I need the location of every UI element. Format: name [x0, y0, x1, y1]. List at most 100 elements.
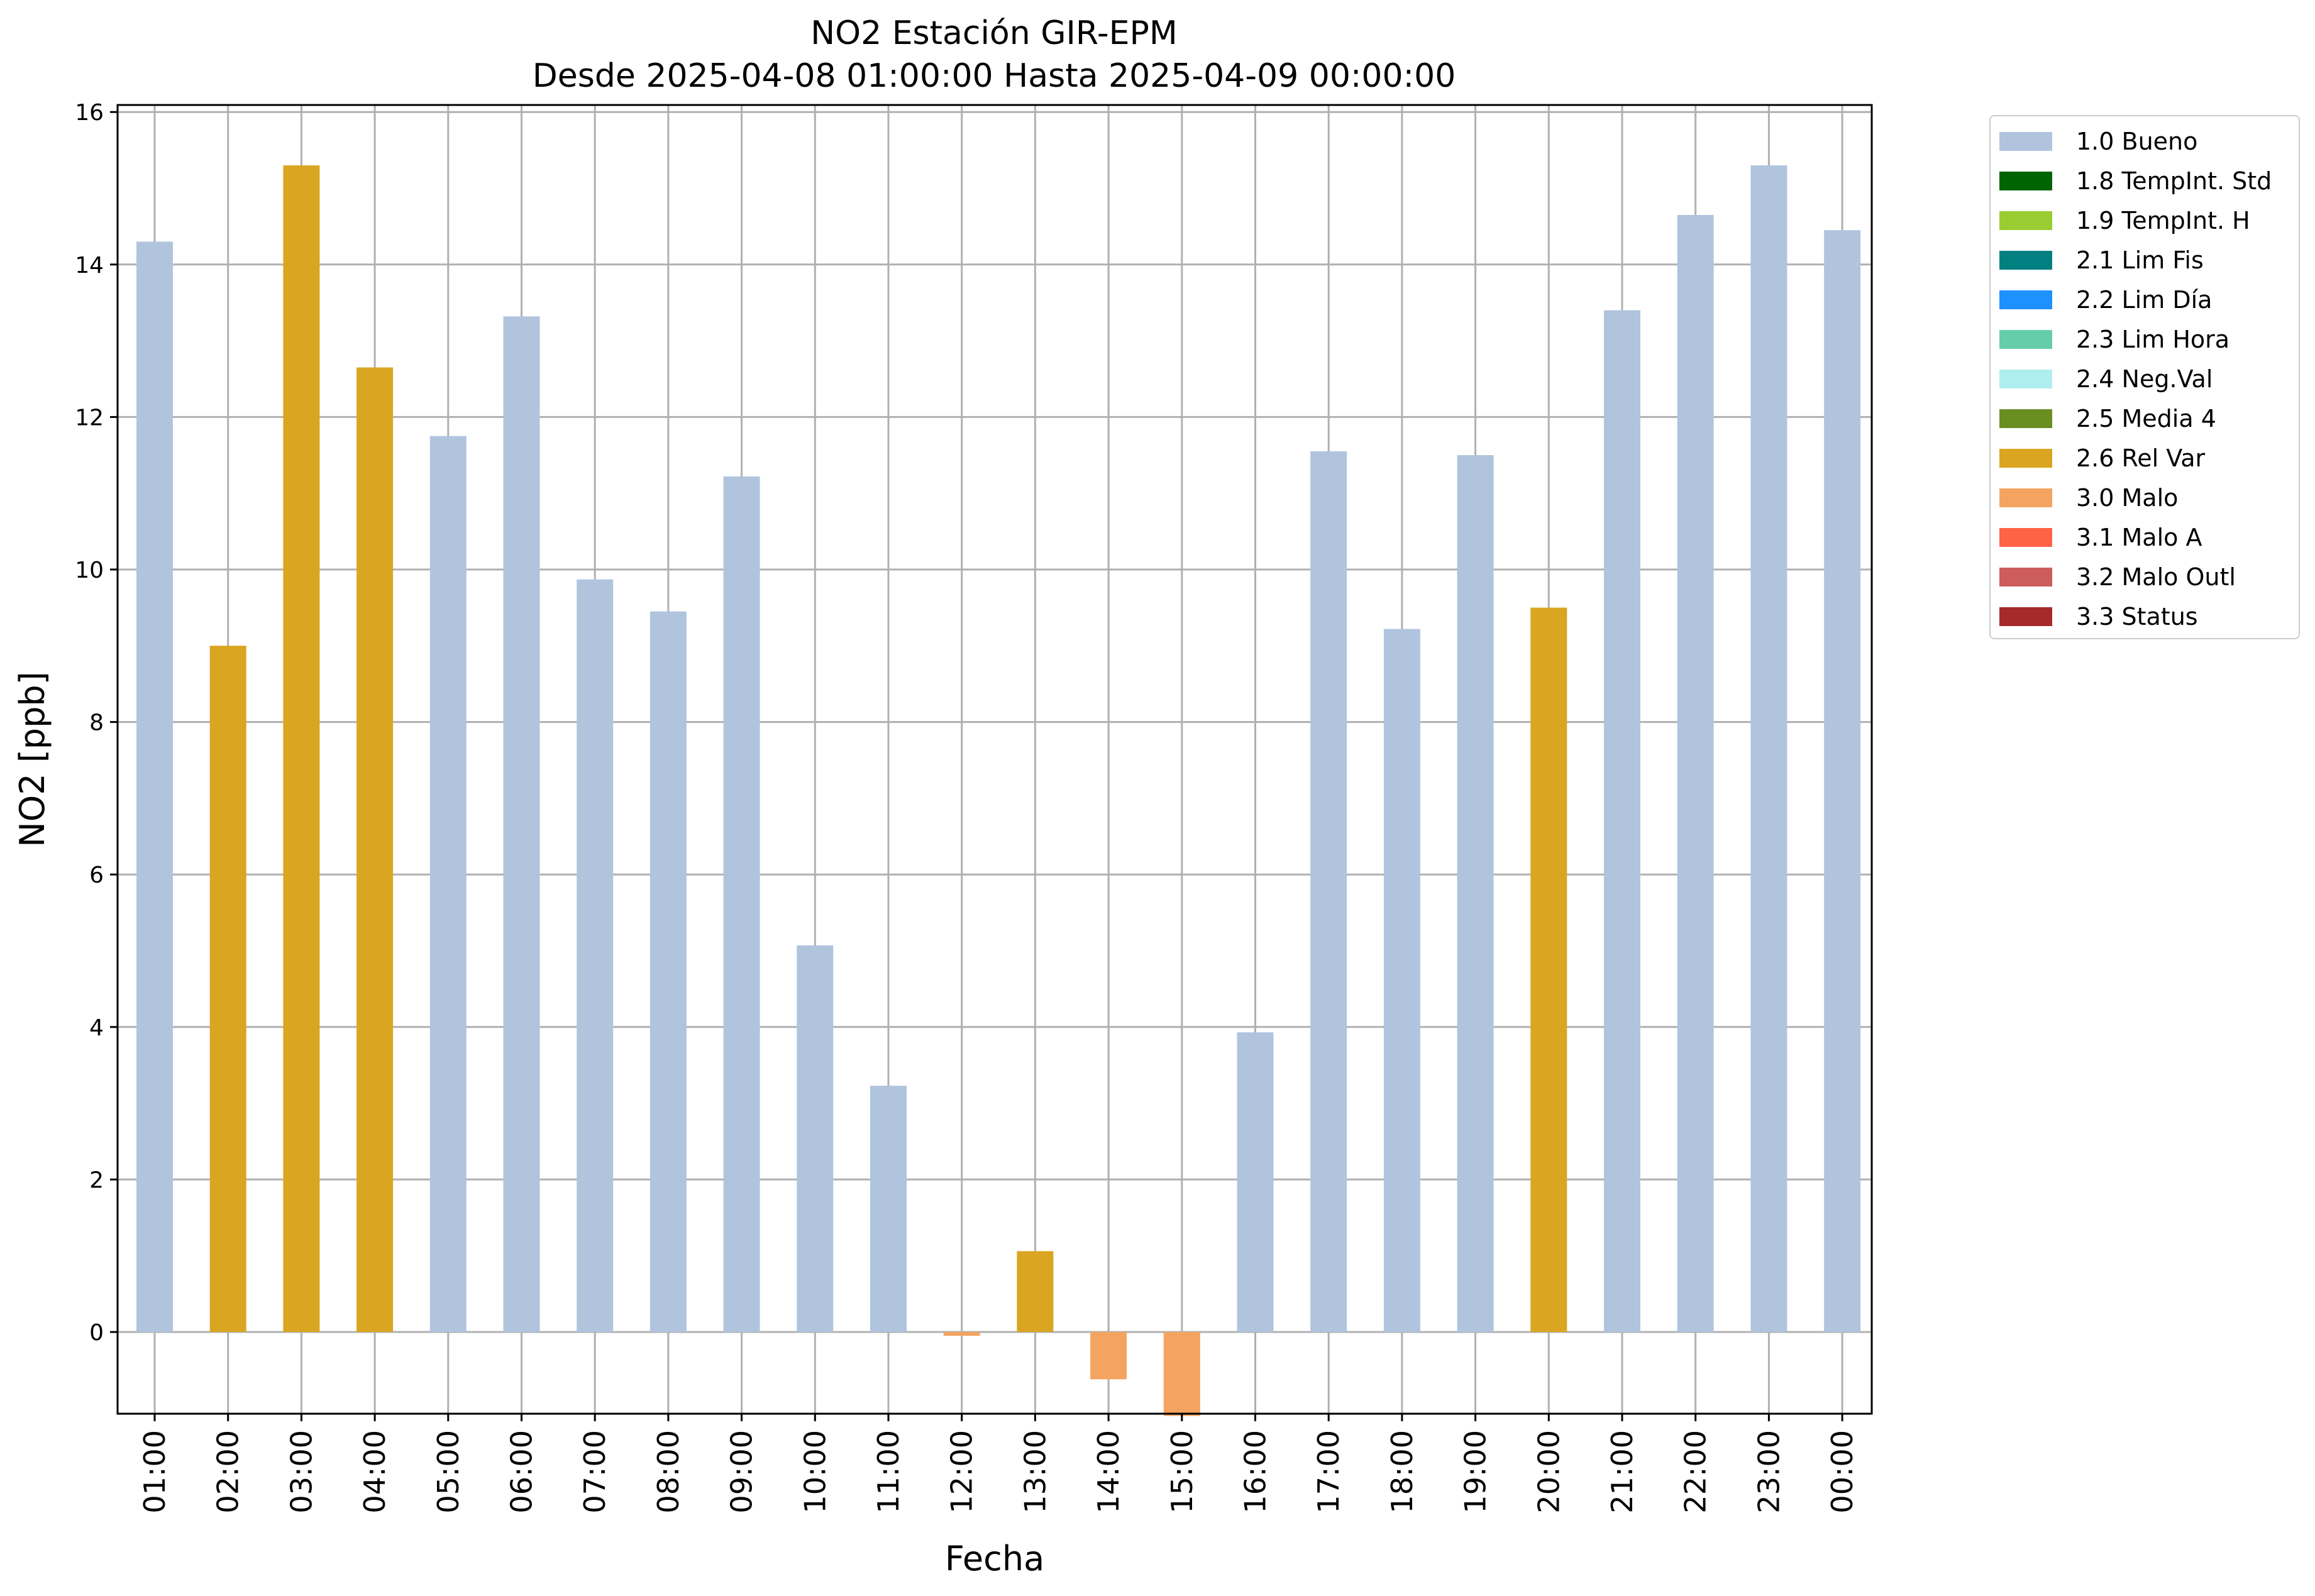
bar-17-00 — [1310, 451, 1347, 1332]
x-tick-label: 06:00 — [505, 1430, 539, 1514]
legend-item: 2.6 Rel Var — [1999, 439, 2205, 477]
chart-subtitle: Desde 2025-04-08 01:00:00 Hasta 2025-04-… — [533, 57, 1456, 95]
y-tick-label: 16 — [75, 100, 104, 126]
legend-item: 3.0 Malo — [1999, 479, 2178, 517]
x-tick-label: 22:00 — [1679, 1430, 1713, 1514]
legend-item: 3.1 Malo A — [1999, 519, 2202, 556]
legend-swatch — [1999, 211, 2052, 230]
x-tick-label: 15:00 — [1165, 1430, 1199, 1514]
bar-12-00 — [943, 1332, 980, 1336]
x-tick-label: 23:00 — [1752, 1430, 1786, 1514]
legend-swatch — [1999, 568, 2052, 586]
bar-16-00 — [1237, 1032, 1274, 1332]
legend-swatch — [1999, 290, 2052, 309]
bar-08-00 — [649, 611, 687, 1332]
x-tick-label: 02:00 — [211, 1430, 245, 1514]
y-tick-label: 0 — [89, 1320, 104, 1346]
y-tick-label: 10 — [75, 558, 104, 583]
bar-06-00 — [503, 316, 540, 1333]
legend-label: 3.0 Malo — [2076, 484, 2179, 512]
bar-10-00 — [797, 945, 834, 1332]
x-tick-label: 00:00 — [1825, 1430, 1859, 1514]
bar-20-00 — [1530, 607, 1567, 1332]
x-tick-label: 05:00 — [431, 1430, 465, 1514]
bar-01-00 — [136, 241, 173, 1332]
legend-label: 2.5 Media 4 — [2076, 405, 2216, 432]
legend-label: 2.3 Lim Hora — [2076, 326, 2230, 353]
legend-label: 3.1 Malo A — [2076, 524, 2202, 551]
x-tick-label: 10:00 — [798, 1430, 832, 1514]
plot-frame — [116, 104, 1873, 1415]
legend-item: 1.9 TempInt. H — [1999, 202, 2250, 239]
bar-05-00 — [429, 436, 467, 1332]
bar-00-00 — [1824, 230, 1861, 1333]
legend-label: 3.2 Malo Outl — [2076, 563, 2236, 591]
x-tick-label: 04:00 — [358, 1430, 392, 1514]
legend-swatch — [1999, 607, 2052, 626]
y-tick-label: 12 — [75, 405, 104, 431]
x-tick-label: 08:00 — [651, 1430, 685, 1514]
y-tick-label: 6 — [89, 862, 104, 888]
ticks-layer: 0 2 4 6 8 10 12 14 16 01:00 02:00 03:00 04:00 05:00 06… — [75, 100, 1859, 1513]
x-tick-label: 01:00 — [138, 1430, 172, 1514]
bar-02-00 — [209, 646, 246, 1332]
bar-22-00 — [1677, 214, 1714, 1333]
x-tick-label: 14:00 — [1091, 1430, 1125, 1514]
x-tick-label: 09:00 — [725, 1430, 759, 1514]
legend-item: 2.1 Lim Fis — [1999, 241, 2204, 279]
legend-label: 1.0 Bueno — [2076, 128, 2198, 155]
legend-swatch — [1999, 449, 2052, 468]
legend-label: 1.9 TempInt. H — [2076, 207, 2250, 234]
x-tick-label: 03:00 — [284, 1430, 318, 1514]
legend-item: 2.5 Media 4 — [1999, 400, 2216, 438]
x-tick-label: 17:00 — [1312, 1430, 1345, 1514]
bar-14-00 — [1090, 1332, 1127, 1380]
bar-07-00 — [577, 579, 614, 1332]
legend-item: 1.0 Bueno — [1999, 123, 2197, 160]
x-tick-label: 19:00 — [1459, 1430, 1493, 1514]
legend-swatch — [1999, 488, 2052, 507]
legend-label: 2.6 Rel Var — [2076, 444, 2206, 472]
legend-item: 3.2 Malo Outl — [1999, 558, 2236, 596]
legend-swatch — [1999, 132, 2052, 151]
bars-layer — [136, 165, 1861, 1416]
bar-13-00 — [1017, 1251, 1054, 1332]
legend: 1.0 Bueno 1.8 TempInt. Std 1.9 TempInt. H 2… — [1989, 115, 2300, 639]
legend-item: 2.4 Neg.Val — [1999, 360, 2213, 398]
bar-11-00 — [870, 1086, 907, 1332]
x-tick-label: 18:00 — [1385, 1430, 1419, 1514]
x-tick-label: 16:00 — [1239, 1430, 1273, 1514]
x-tick-label: 20:00 — [1532, 1430, 1566, 1514]
legend-item: 1.8 TempInt. Std — [1999, 162, 2272, 200]
legend-item: 2.3 Lim Hora — [1999, 321, 2229, 358]
bar-03-00 — [283, 165, 320, 1332]
x-axis-label: Fecha — [945, 1539, 1044, 1578]
y-tick-label: 8 — [89, 710, 104, 736]
y-tick-label: 4 — [89, 1015, 104, 1041]
legend-label: 2.4 Neg.Val — [2076, 365, 2213, 393]
bar-23-00 — [1750, 165, 1787, 1332]
legend-label: 3.3 Status — [2076, 603, 2198, 630]
legend-label: 1.8 TempInt. Std — [2076, 167, 2272, 195]
bar-15-00 — [1163, 1332, 1200, 1416]
x-tick-label: 21:00 — [1605, 1430, 1639, 1514]
x-tick-label: 11:00 — [871, 1430, 905, 1514]
legend-label: 2.1 Lim Fis — [2076, 246, 2204, 274]
bar-09-00 — [723, 476, 760, 1333]
legend-swatch — [1999, 330, 2052, 349]
legend-swatch — [1999, 409, 2052, 428]
legend-item: 2.2 Lim Día — [1999, 281, 2212, 319]
bar-04-00 — [356, 367, 394, 1333]
y-axis-label: NO2 [ppb] — [13, 671, 52, 847]
legend-swatch — [1999, 528, 2052, 547]
legend-swatch — [1999, 251, 2052, 270]
legend-item: 3.3 Status — [1999, 598, 2198, 636]
y-tick-label: 2 — [89, 1167, 104, 1193]
y-tick-label: 14 — [75, 253, 104, 278]
chart-title: NO2 Estación GIR-EPM — [810, 14, 1177, 52]
bar-19-00 — [1457, 455, 1494, 1332]
x-tick-label: 12:00 — [945, 1430, 979, 1514]
legend-label: 2.2 Lim Día — [2076, 286, 2213, 314]
